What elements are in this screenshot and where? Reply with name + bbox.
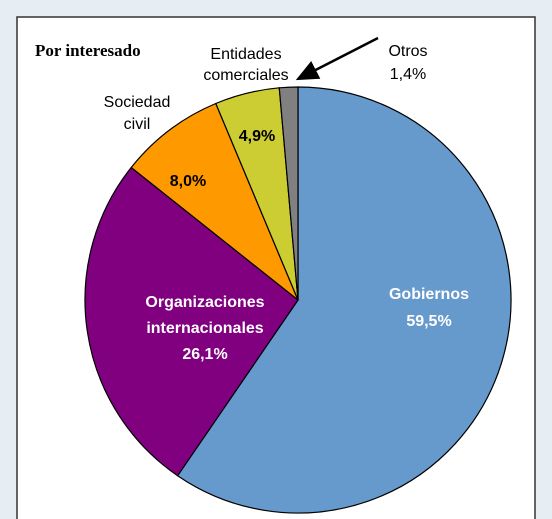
slice-label: Sociedad civil: [104, 94, 171, 133]
slice-label: Otros: [388, 43, 427, 60]
pointer-arrow: [295, 36, 379, 81]
value-label: 59,5%: [406, 313, 451, 330]
pie-slice: [176, 86, 512, 514]
value-label: 8,0%: [170, 173, 206, 190]
chart-title: Por interesado: [35, 41, 141, 60]
value-label: 4,9%: [239, 128, 275, 145]
value-label: 1,4%: [390, 66, 426, 83]
slice-label: Organizaciones internacionales: [145, 294, 264, 337]
slice-label: Entidades comerciales: [203, 46, 288, 84]
value-label: 26,1%: [182, 346, 227, 363]
pie-slice: [84, 166, 299, 477]
pie-slice: [130, 102, 299, 301]
pie-slice: [278, 86, 299, 301]
slice-label: Gobiernos: [389, 286, 469, 303]
